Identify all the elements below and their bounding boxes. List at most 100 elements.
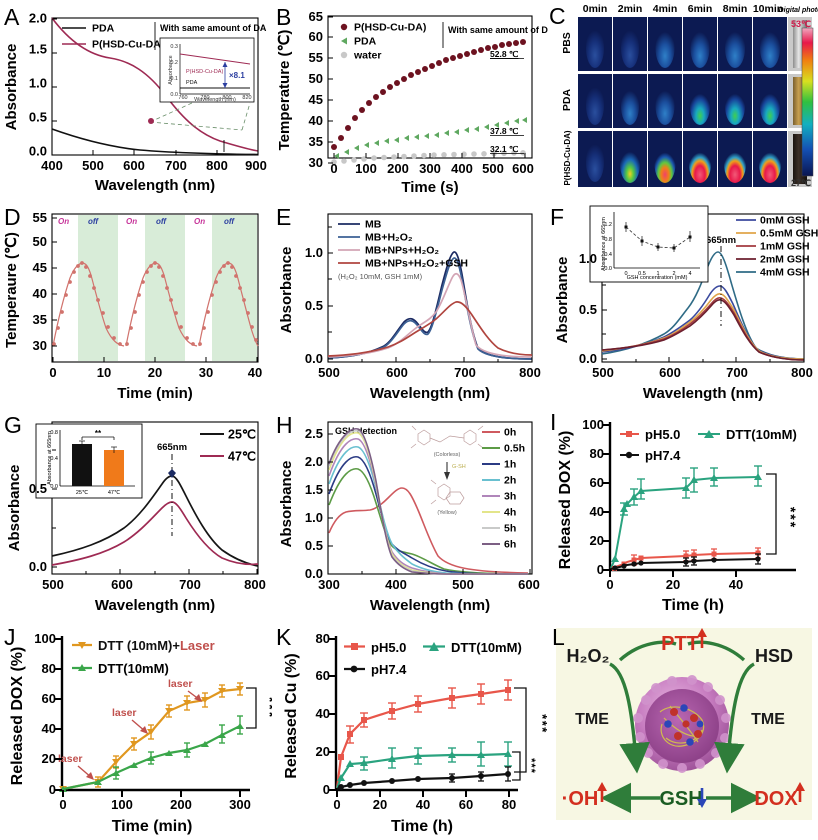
svg-text:60: 60	[316, 668, 330, 683]
svg-text:300: 300	[318, 577, 340, 592]
inset-ylabel: Absorbance	[168, 55, 174, 84]
panel-A-inset-note: With same amount of DA	[160, 23, 267, 33]
series-dtt-errorbars	[360, 741, 512, 771]
panel-G-legend: 25℃ 47℃	[200, 428, 256, 464]
panel-G-xlabel: Wavelength (nm)	[95, 597, 215, 614]
svg-text:***: ***	[535, 714, 548, 734]
label-h2o2: H₂O₂	[567, 646, 610, 666]
svg-text:400: 400	[41, 158, 63, 173]
svg-text:40: 40	[33, 286, 47, 301]
panel-I-significance: ***	[766, 473, 799, 555]
curve-6h	[328, 427, 528, 575]
panel-G: 665nm 25℃ 47℃ ** Absorbance at 665nm	[0, 408, 272, 620]
svg-text:1.0: 1.0	[579, 251, 597, 266]
svg-text:pH5.0: pH5.0	[371, 640, 406, 655]
panel-G-peak-label: 665nm	[157, 442, 187, 453]
svg-text:***: ***	[262, 697, 272, 719]
svg-text:820: 820	[242, 95, 251, 101]
svg-text:2.0: 2.0	[305, 454, 323, 469]
svg-text:20: 20	[373, 797, 387, 812]
curve-2h	[328, 445, 529, 575]
svg-text:700: 700	[454, 365, 476, 380]
svg-text:0: 0	[606, 577, 613, 592]
svg-text:500: 500	[82, 158, 104, 173]
legend-item-phsd: P(HSD-Cu-DA)	[354, 22, 426, 34]
svg-text:On: On	[58, 217, 69, 226]
svg-text:3h: 3h	[504, 491, 516, 503]
panel-G-chart: 665nm 25℃ 47℃ ** Absorbance at 665nm	[6, 421, 266, 614]
svg-text:37.8 ℃: 37.8 ℃	[490, 126, 519, 136]
svg-text:DTT(10mM): DTT(10mM)	[98, 661, 169, 676]
legend-item-phsd: P(HSD-Cu-DA)	[92, 39, 164, 51]
svg-text:500: 500	[42, 577, 64, 592]
svg-text:5h: 5h	[504, 523, 516, 535]
panel-D-chart: On off On off On off 30 35 40 45 50 55 0…	[3, 210, 262, 402]
svg-text:20: 20	[42, 751, 56, 766]
svg-text:30: 30	[33, 338, 47, 353]
svg-text:4min: 4min	[653, 3, 678, 15]
series-dtt-errorbars	[113, 715, 243, 780]
svg-text:0.4: 0.4	[604, 252, 612, 258]
colorbar-min-label: 27℃	[791, 178, 812, 188]
svg-text:off: off	[156, 217, 167, 226]
svg-text:50: 50	[33, 234, 47, 249]
panel-K-legend: pH5.0 DTT(10mM) pH7.4	[344, 640, 522, 677]
panel-E-xticks: 500 600 700 800	[318, 365, 541, 380]
svg-text:1.5: 1.5	[305, 482, 323, 497]
panel-K-xlabel: Time (h)	[391, 818, 453, 835]
svg-text:800: 800	[244, 577, 266, 592]
svg-text:0.0: 0.0	[50, 484, 58, 490]
svg-text:laser: laser	[58, 753, 83, 765]
panel-C-row-phsd	[578, 131, 812, 187]
nanoparticle-illustration	[633, 675, 731, 773]
svg-text:Digital photo: Digital photo	[779, 7, 818, 14]
svg-text:700: 700	[165, 158, 187, 173]
svg-text:20: 20	[590, 533, 604, 548]
panel-J-letter: J	[4, 624, 16, 650]
svg-text:2mM GSH: 2mM GSH	[760, 254, 810, 266]
panel-G-xticks: 500 600 700 800	[42, 577, 266, 592]
svg-text:600: 600	[123, 158, 145, 173]
svg-text:***: ***	[783, 507, 799, 529]
svg-text:400: 400	[385, 577, 407, 592]
svg-text:20: 20	[666, 577, 680, 592]
panel-E-yticks: 0.0 0.5 1.0	[305, 245, 323, 366]
panel-J-legend: DTT (10mM)+Laser DTT(10mM)	[72, 638, 215, 676]
panel-C-row-pbs	[578, 17, 812, 71]
panel-F-chart: 665nm 0mM GSH 0.5mM GSH 1mM GSH 2mM GSH …	[554, 205, 818, 402]
panel-J: laser laser laser *** DTT (10mM)+Laser D…	[0, 620, 272, 840]
svg-text:40: 40	[309, 113, 323, 128]
svg-text:60: 60	[309, 29, 323, 44]
svg-text:600: 600	[512, 161, 534, 176]
svg-text:0.5: 0.5	[29, 481, 47, 496]
svg-text:0.1: 0.1	[170, 76, 178, 82]
svg-text:60: 60	[590, 475, 604, 490]
svg-text:0.5: 0.5	[305, 298, 323, 313]
panel-I-xlabel: Time (h)	[662, 597, 724, 614]
inset-xlabel: Wavelength (nm)	[194, 97, 236, 103]
svg-text:0: 0	[49, 782, 56, 797]
svg-text:35: 35	[33, 312, 47, 327]
svg-text:1.0: 1.0	[29, 76, 47, 91]
panel-A: 0.0 0.5 1.0 1.5 2.0 400 500 600 700 800 …	[0, 0, 272, 200]
panel-D-xticks: 0 10 20 30 40	[49, 365, 262, 380]
svg-text:800: 800	[791, 365, 813, 380]
panel-L-schematic: PTT H₂O₂ HSD TME TME ·OH GSH DOX	[556, 628, 812, 820]
svg-text:0.5: 0.5	[305, 538, 323, 553]
svg-text:0.4: 0.4	[50, 456, 58, 462]
svg-text:0.5: 0.5	[638, 271, 646, 277]
svg-text:(Colorless): (Colorless)	[434, 452, 461, 458]
arrow-to-ptt-left	[618, 640, 677, 662]
legend-item-water: water	[353, 50, 381, 62]
series-ph5	[610, 552, 759, 570]
svg-text:1.5: 1.5	[29, 42, 47, 57]
svg-text:***: ***	[525, 758, 537, 774]
panel-C: 0min 2min 4min 6min 8min 10min Digital p…	[548, 0, 818, 200]
arrow-hsd-to-dox	[714, 662, 755, 774]
svg-text:2h: 2h	[504, 475, 516, 487]
svg-text:On: On	[194, 217, 205, 226]
svg-text:40: 40	[590, 504, 604, 519]
svg-text:900: 900	[245, 158, 267, 173]
svg-text:100: 100	[355, 161, 377, 176]
panel-I: *** pH5.0 DTT(10mM) pH7.4 0 20 40 60 80 …	[548, 408, 818, 620]
